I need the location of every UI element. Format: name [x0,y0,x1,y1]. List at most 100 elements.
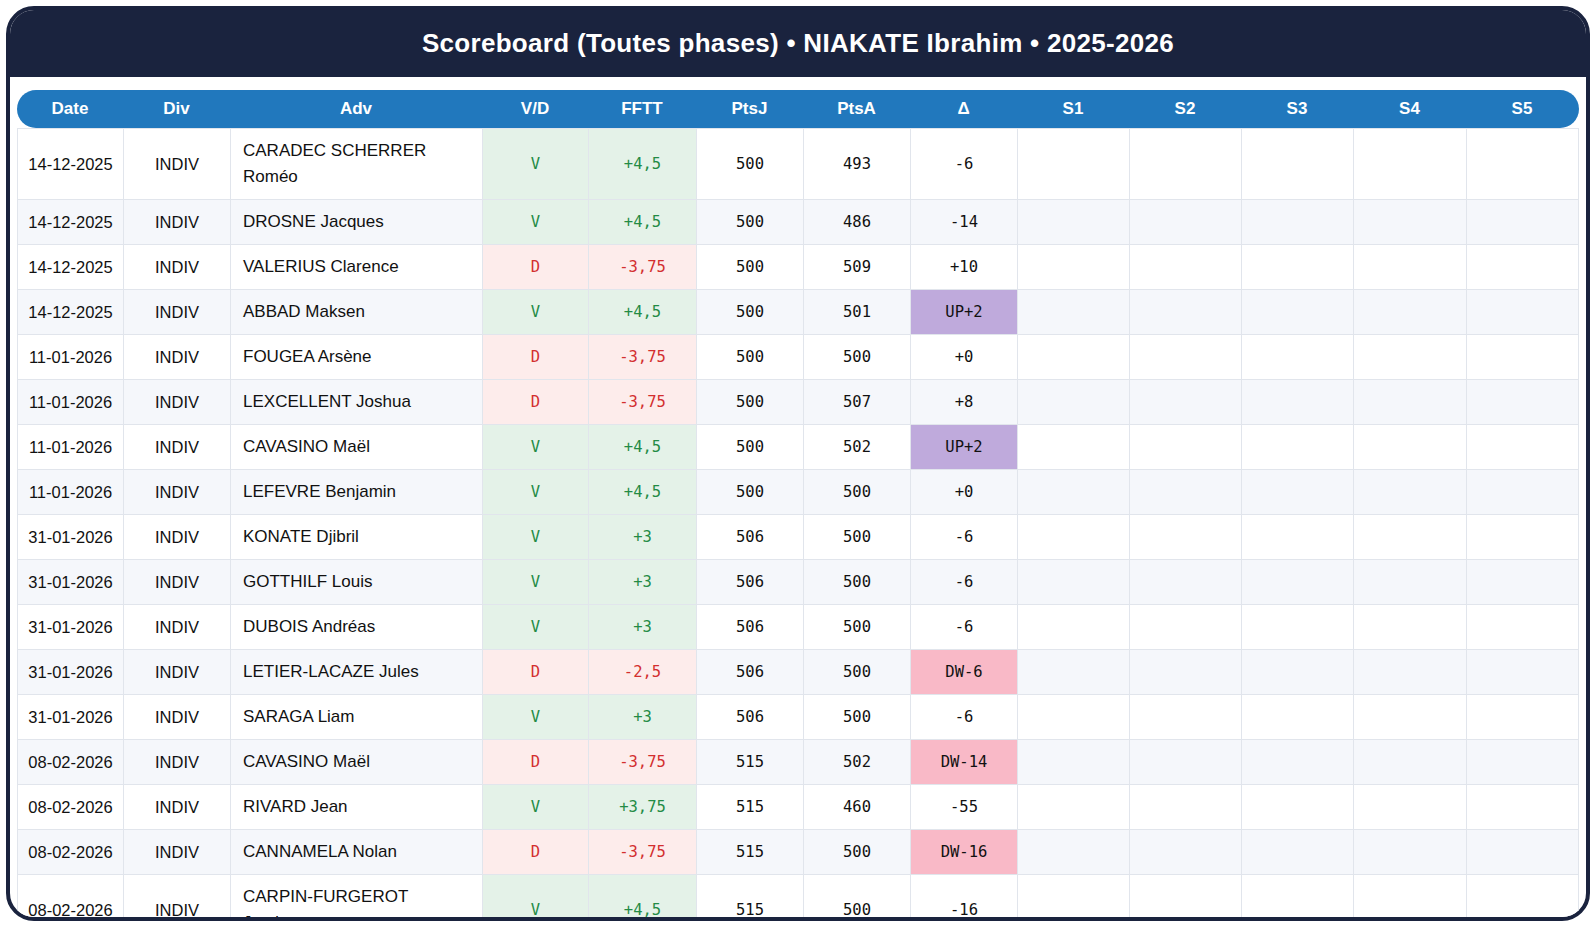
cell-ptsa: 502 [804,425,911,470]
cell-vd: V [483,290,589,335]
cell-div: INDIV [124,560,231,605]
cell-ptsa: 500 [804,605,911,650]
title-bar: Scoreboard (Toutes phases) • NIAKATE Ibr… [10,10,1586,77]
cell-s3 [1242,200,1354,245]
table-row: 11-01-2026INDIVFOUGEA ArsèneD-3,75500500… [18,335,1579,380]
column-header-div: Div [123,99,230,119]
cell-delta: -14 [911,200,1018,245]
cell-s3 [1242,425,1354,470]
cell-s4 [1354,695,1467,740]
cell-s5 [1467,290,1579,335]
cell-fftt: +3 [589,560,697,605]
cell-delta: -6 [911,515,1018,560]
cell-fftt: -3,75 [589,245,697,290]
cell-s3 [1242,650,1354,695]
cell-s1 [1018,380,1130,425]
cell-vd: V [483,875,589,921]
cell-date: 31-01-2026 [18,560,124,605]
cell-vd: V [483,695,589,740]
cell-s3 [1242,875,1354,921]
cell-s2 [1130,650,1242,695]
cell-ptsj: 515 [697,740,804,785]
cell-delta: DW-14 [911,740,1018,785]
cell-s5 [1467,245,1579,290]
cell-ptsa: 486 [804,200,911,245]
cell-date: 14-12-2025 [18,245,124,290]
table-row: 14-12-2025INDIVABBAD MaksenV+4,5500501UP… [18,290,1579,335]
cell-ptsj: 506 [697,650,804,695]
cell-s3 [1242,290,1354,335]
cell-s5 [1467,470,1579,515]
cell-adv: ABBAD Maksen [231,290,483,335]
column-header-s4: S4 [1353,99,1466,119]
cell-ptsa: 507 [804,380,911,425]
cell-date: 08-02-2026 [18,875,124,921]
cell-adv: GOTTHILF Louis [231,560,483,605]
cell-s2 [1130,380,1242,425]
cell-s5 [1467,830,1579,875]
cell-div: INDIV [124,785,231,830]
table-row: 08-02-2026INDIVCARPIN-FURGEROT JaydenV+4… [18,875,1579,921]
cell-ptsa: 493 [804,129,911,200]
cell-vd: V [483,515,589,560]
cell-ptsa: 460 [804,785,911,830]
cell-div: INDIV [124,335,231,380]
cell-vd: V [483,785,589,830]
cell-fftt: +4,5 [589,875,697,921]
cell-adv: LEXCELLENT Joshua [231,380,483,425]
cell-vd: V [483,470,589,515]
cell-delta: DW-6 [911,650,1018,695]
cell-ptsa: 500 [804,470,911,515]
table-row: 31-01-2026INDIVKONATE DjibrilV+3506500-6 [18,515,1579,560]
cell-s4 [1354,380,1467,425]
cell-s1 [1018,785,1130,830]
cell-ptsj: 515 [697,785,804,830]
table-row: 08-02-2026INDIVCAVASINO MaëlD-3,75515502… [18,740,1579,785]
table-row: 14-12-2025INDIVVALERIUS ClarenceD-3,7550… [18,245,1579,290]
table-row: 31-01-2026INDIVSARAGA LiamV+3506500-6 [18,695,1579,740]
cell-adv: KONATE Djibril [231,515,483,560]
cell-ptsj: 506 [697,560,804,605]
cell-ptsa: 500 [804,560,911,605]
cell-s5 [1467,335,1579,380]
table-row: 31-01-2026INDIVGOTTHILF LouisV+3506500-6 [18,560,1579,605]
cell-delta: +8 [911,380,1018,425]
cell-s4 [1354,650,1467,695]
cell-s2 [1130,695,1242,740]
cell-vd: V [483,425,589,470]
cell-delta: +0 [911,335,1018,380]
cell-s5 [1467,650,1579,695]
cell-ptsj: 506 [697,515,804,560]
scoreboard-content: DateDivAdvV/DFFTTPtsJPtsAΔS1S2S3S4S5 14-… [10,77,1586,921]
cell-ptsj: 500 [697,245,804,290]
table-row: 14-12-2025INDIVDROSNE JacquesV+4,5500486… [18,200,1579,245]
cell-s3 [1242,605,1354,650]
cell-div: INDIV [124,470,231,515]
cell-ptsa: 500 [804,695,911,740]
cell-fftt: +3 [589,605,697,650]
cell-date: 11-01-2026 [18,425,124,470]
cell-adv: CAVASINO Maël [231,425,483,470]
cell-adv: VALERIUS Clarence [231,245,483,290]
cell-ptsa: 500 [804,335,911,380]
cell-adv: CAVASINO Maël [231,740,483,785]
cell-s5 [1467,695,1579,740]
cell-div: INDIV [124,740,231,785]
cell-s4 [1354,605,1467,650]
cell-s3 [1242,695,1354,740]
cell-fftt: +4,5 [589,425,697,470]
cell-s2 [1130,785,1242,830]
column-header-fftt: FFTT [588,99,696,119]
cell-delta: -16 [911,875,1018,921]
cell-vd: D [483,245,589,290]
cell-div: INDIV [124,695,231,740]
cell-fftt: -3,75 [589,740,697,785]
cell-s5 [1467,605,1579,650]
cell-delta: -6 [911,605,1018,650]
cell-date: 11-01-2026 [18,335,124,380]
cell-ptsa: 509 [804,245,911,290]
cell-s1 [1018,830,1130,875]
cell-s2 [1130,200,1242,245]
cell-div: INDIV [124,605,231,650]
cell-ptsj: 500 [697,129,804,200]
